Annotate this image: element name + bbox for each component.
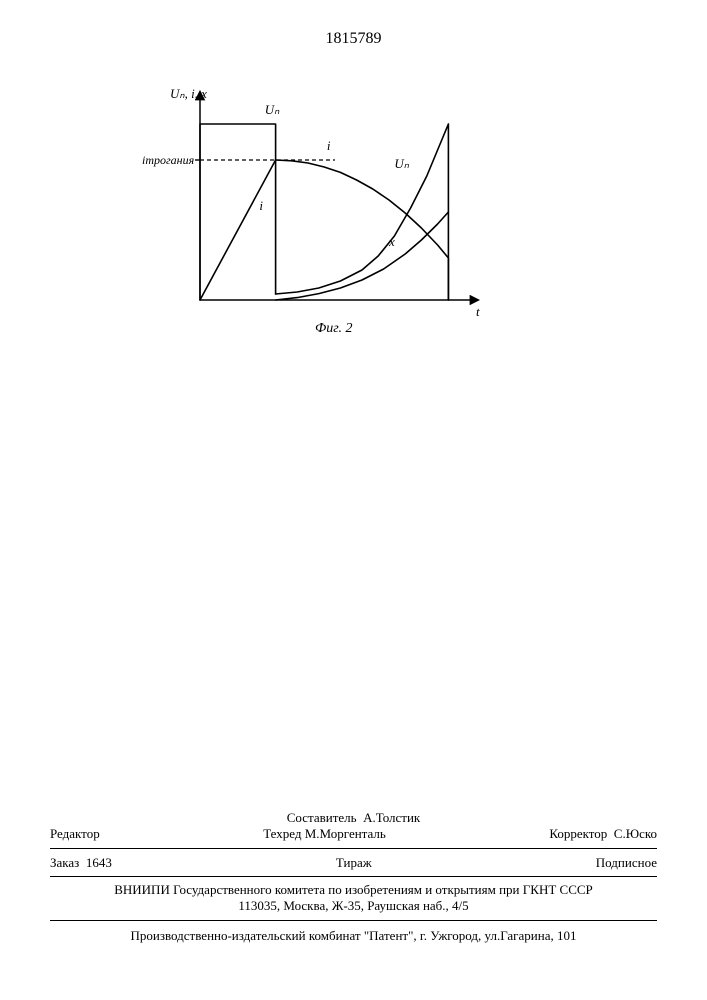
footer-tehred-label: Техред: [263, 826, 301, 841]
footer-compiler-label: Составитель: [287, 810, 357, 825]
footer-divider-1: [50, 848, 657, 849]
footer-order-row: Заказ 1643 Тираж Подписное: [50, 855, 657, 871]
svg-text:iтрогания: iтрогания: [142, 153, 195, 167]
footer-divider-3: [50, 920, 657, 921]
svg-text:Uₙ, i, x: Uₙ, i, x: [170, 86, 207, 101]
footer-order-label: Заказ: [50, 855, 79, 870]
footer-corrector-label: Корректор: [549, 826, 607, 841]
footer-tehred: Техред М.Моргенталь: [263, 826, 386, 842]
svg-text:x: x: [388, 234, 395, 249]
footer-divider-2: [50, 876, 657, 877]
footer-tehred-name: М.Моргенталь: [305, 826, 386, 841]
footer-vniipi: ВНИИПИ Государственного комитета по изоб…: [50, 882, 657, 898]
footer-credits-row: Редактор Техред М.Моргенталь Корректор С…: [50, 826, 657, 842]
footer-compiler-name: А.Толстик: [363, 810, 420, 825]
footer-editor-label: Редактор: [50, 826, 100, 841]
svg-text:i: i: [259, 198, 263, 213]
footer-order: Заказ 1643: [50, 855, 112, 871]
footer-compiler-row: Составитель А.Толстик: [50, 810, 657, 826]
svg-text:Uₙ: Uₙ: [265, 102, 280, 117]
svg-text:t: t: [476, 304, 480, 319]
patent-number: 1815789: [0, 30, 707, 48]
footer-address: 113035, Москва, Ж-35, Раушская наб., 4/5: [50, 898, 657, 914]
svg-text:i: i: [327, 138, 331, 153]
footer-tirazh: Тираж: [336, 855, 372, 871]
footer-podpisnoe: Подписное: [596, 855, 657, 871]
figure-2-chart: Uₙ, i, x t iтрогания Uₙ i i Uₙ x Фиг. 2: [130, 80, 490, 340]
footer-order-value: 1643: [86, 855, 112, 870]
footer-corrector-name: С.Юско: [614, 826, 657, 841]
chart-svg: Uₙ, i, x t iтрогания Uₙ i i Uₙ x Фиг. 2: [130, 80, 490, 340]
footer-corrector: Корректор С.Юско: [549, 826, 657, 842]
footer-publisher: Производственно-издательский комбинат "П…: [50, 928, 657, 944]
svg-text:Фиг. 2: Фиг. 2: [315, 321, 353, 336]
svg-text:Uₙ: Uₙ: [394, 156, 409, 171]
footer-editor: Редактор: [50, 826, 100, 842]
